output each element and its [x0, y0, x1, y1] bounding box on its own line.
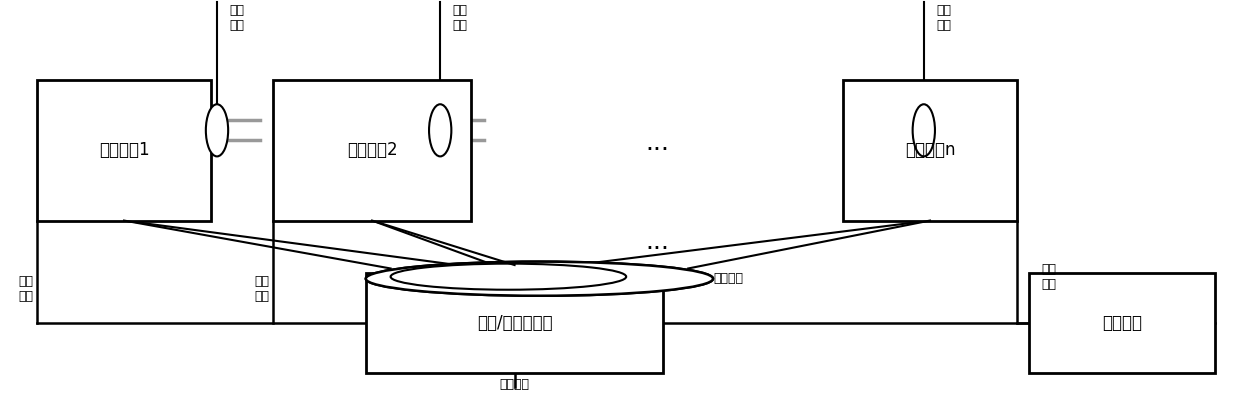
Text: 集群
链路: 集群 链路: [229, 4, 244, 32]
Text: 集群
链路: 集群 链路: [453, 4, 467, 32]
Text: ···: ···: [645, 237, 670, 261]
Bar: [273, 80, 471, 221]
Text: 安全节点2: 安全节点2: [347, 142, 397, 159]
Text: 核心/汇聚交换机: 核心/汇聚交换机: [477, 314, 552, 332]
Ellipse shape: [366, 262, 713, 296]
Text: 管理链路: 管理链路: [500, 378, 529, 391]
Text: 安全节点1: 安全节点1: [99, 142, 149, 159]
Ellipse shape: [913, 104, 935, 156]
Text: 聚合链路: 聚合链路: [713, 272, 743, 285]
Text: ···: ···: [645, 138, 670, 162]
Text: 安全节点n: 安全节点n: [905, 142, 955, 159]
Ellipse shape: [429, 104, 451, 156]
Bar: [1029, 273, 1215, 373]
Bar: [843, 80, 1017, 221]
Ellipse shape: [206, 104, 228, 156]
Text: 管理
链路: 管理 链路: [254, 275, 269, 303]
Text: 安全网关: 安全网关: [1102, 314, 1142, 332]
Text: 管理
链路: 管理 链路: [1042, 263, 1056, 291]
Text: 管理
链路: 管理 链路: [19, 275, 33, 303]
Bar: [366, 273, 663, 373]
Ellipse shape: [366, 262, 713, 296]
Bar: [37, 80, 211, 221]
Text: 集群
链路: 集群 链路: [936, 4, 951, 32]
